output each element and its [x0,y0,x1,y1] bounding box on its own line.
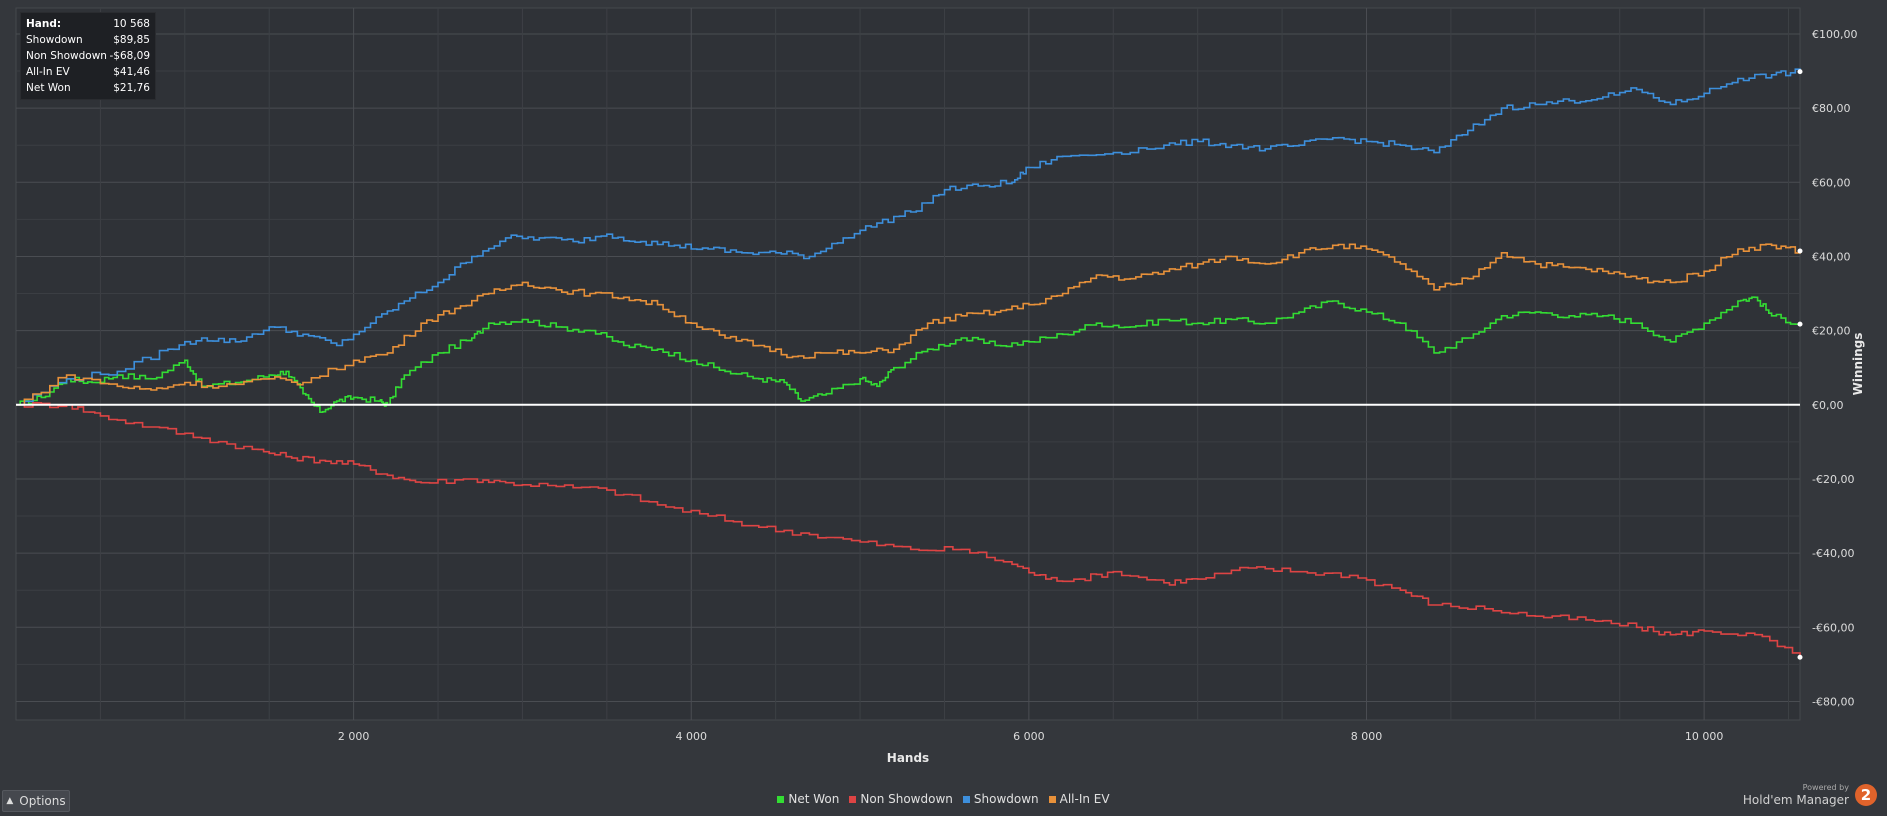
summary-value: 10 568 [113,18,150,30]
legend-swatch [1048,795,1056,803]
summary-label: Showdown [26,34,83,46]
y-tick-label: €80,00 [1812,102,1851,115]
brand-name: Hold'em Manager [1742,793,1849,807]
powered-by-text: Powered by [1802,783,1849,792]
plot-area [15,7,1801,721]
legend-item-non-showdown[interactable]: Non Showdown [849,792,953,806]
summary-panel: Hand: 10 568 Showdown $89,85 Non Showdow… [20,12,156,100]
y-tick-label: -€20,00 [1812,473,1854,486]
series-endpoint [1797,654,1803,660]
legend-label: Showdown [973,792,1039,806]
x-tick-label: 6 000 [1013,730,1045,743]
y-tick-label: -€60,00 [1812,621,1854,634]
summary-row-showdown: Showdown $89,85 [21,32,155,48]
y-tick-label: -€40,00 [1812,547,1854,560]
series-line-non-showdown [16,402,1801,658]
summary-value: $41,46 [113,66,150,78]
summary-label: Non Showdown [26,50,107,62]
y-tick-label: €60,00 [1812,176,1851,189]
series-line-net-won [16,296,1801,413]
summary-value: -$68,09 [109,50,150,62]
series-line-showdown [16,68,1801,406]
x-tick-labels: 2 000 4 000 6 000 8 000 10 000 [338,730,1723,743]
series-endpoint [1797,248,1803,254]
legend-item-net-won[interactable]: Net Won [777,792,839,806]
legend-swatch [777,795,785,803]
branding: Powered by Hold'em Manager 2 [1743,783,1877,807]
legend-label: Net Won [788,792,840,806]
legend-item-allin-ev[interactable]: All-In EV [1048,792,1110,806]
summary-row-hands: Hand: 10 568 [21,16,155,32]
series-endpoint [1797,69,1803,75]
y-tick-labels: €100,00 €80,00 €60,00 €40,00 €20,00 €0,00 -€20… [1812,28,1858,708]
options-label: Options [19,794,66,808]
summary-value: $89,85 [113,34,150,46]
summary-row-allin-ev: All-In EV $41,46 [21,64,155,80]
summary-label: All-In EV [26,66,70,78]
legend-item-showdown[interactable]: Showdown [962,792,1039,806]
summary-label: Hand: [26,18,62,30]
legend-label: Non Showdown [860,792,953,806]
legend-swatch [849,795,857,803]
y-tick-label: €40,00 [1812,250,1851,263]
legend-label: All-In EV [1059,792,1110,806]
series-lines [16,68,1801,658]
x-tick-label: 2 000 [338,730,370,743]
x-tick-label: 8 000 [1351,730,1383,743]
summary-row-net-won: Net Won $21,76 [21,80,155,96]
y-tick-label: -€80,00 [1812,695,1854,708]
summary-row-non-showdown: Non Showdown -$68,09 [21,48,155,64]
y-tick-label: €0,00 [1812,399,1844,412]
x-tick-label: 10 000 [1685,730,1724,743]
series-endpoint [1797,321,1803,327]
options-button[interactable]: ▲ Options [2,790,70,812]
branding-text: Powered by Hold'em Manager [1743,783,1849,807]
holdem-manager-logo-icon: 2 [1855,784,1877,806]
legend-swatch [962,795,970,803]
series-endpoints [1797,69,1803,660]
x-axis-title: Hands [887,751,929,765]
y-tick-label: €100,00 [1812,28,1858,41]
series-line-all-in-ev [16,243,1801,406]
y-axis-title: Winnings [1851,333,1865,396]
summary-label: Net Won [26,82,71,94]
chart-legend: Net Won Non Showdown Showdown All-In EV [0,792,1887,806]
x-tick-label: 4 000 [675,730,707,743]
summary-value: $21,76 [113,82,150,94]
y-tick-label: €20,00 [1812,325,1851,338]
chevron-up-icon: ▲ [6,796,14,806]
